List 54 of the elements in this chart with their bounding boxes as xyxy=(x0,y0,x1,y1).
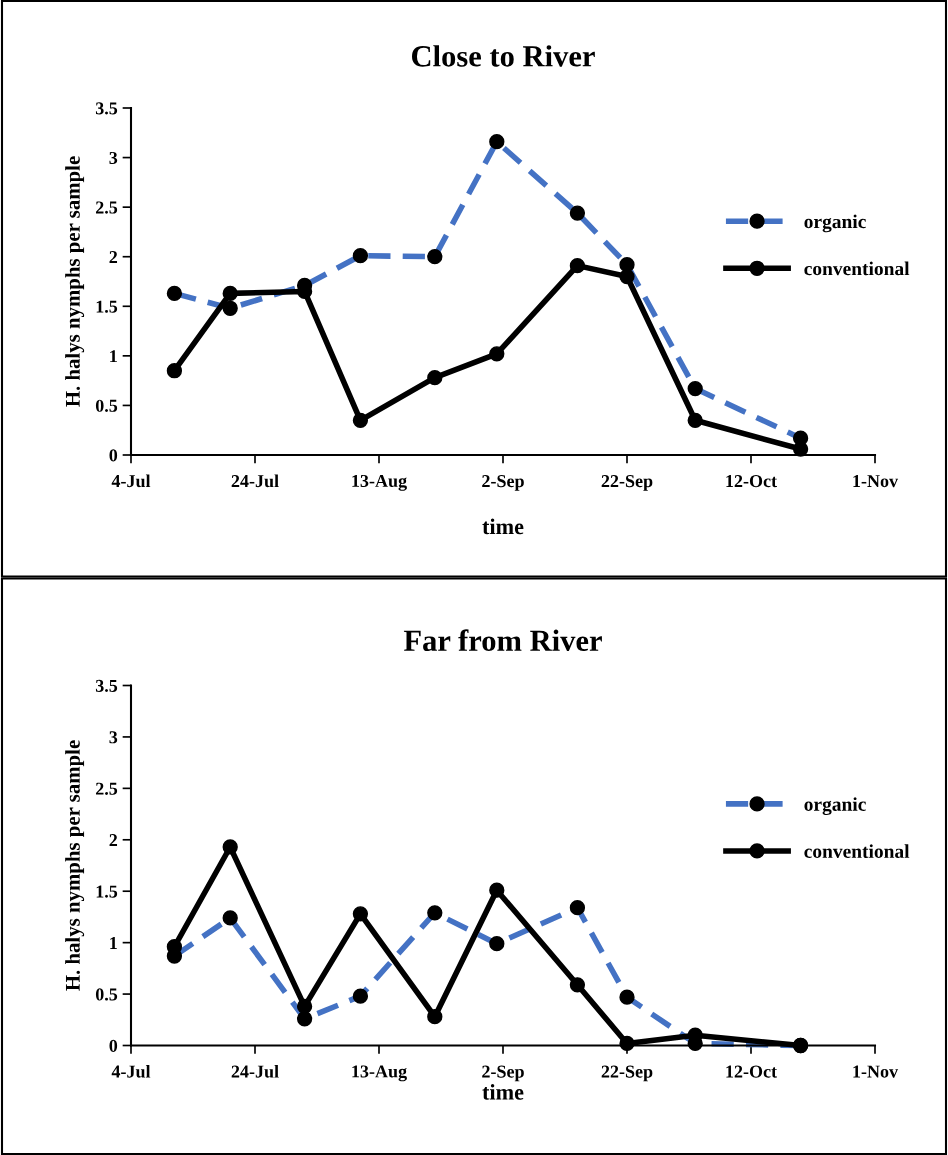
x-tick-label: 2-Sep xyxy=(482,475,524,491)
chart-title: Close to River xyxy=(412,45,595,67)
y-tick-label: 3 xyxy=(109,731,118,744)
x-axis-title: time xyxy=(482,1084,524,1100)
x-axis-title: time xyxy=(482,518,524,535)
x-tick-label: 12-Oct xyxy=(726,1065,777,1078)
x-tick-label: 12-Oct xyxy=(726,475,777,488)
y-tick-label: 3.5 xyxy=(95,679,118,693)
point xyxy=(687,412,703,428)
y-tick-label: 1.5 xyxy=(96,300,118,313)
point xyxy=(489,882,505,898)
point xyxy=(166,363,183,379)
y-tick-label: 1 xyxy=(110,936,117,949)
x-tick-label: 13-Aug xyxy=(352,1065,407,1082)
legend-label: conventional xyxy=(804,261,910,276)
legend-label: organic xyxy=(804,214,866,233)
chart-title: Far from River xyxy=(403,629,602,652)
x-tick-label: 22-Sep xyxy=(601,475,653,491)
x-tick-label: 1-Nov xyxy=(853,475,899,488)
legend-label: organic xyxy=(804,797,866,815)
y-tick-label: 3.5 xyxy=(95,102,118,115)
x-tick-label: 1-Nov xyxy=(853,1065,899,1078)
x-tick-label: 24-Jul xyxy=(231,1064,279,1078)
point xyxy=(569,257,586,274)
point xyxy=(569,977,586,993)
y-tick-label: 0.5 xyxy=(95,399,118,412)
y-tick-label: 3 xyxy=(109,151,118,165)
y-axis-title: H. halys nymphs per sample xyxy=(65,740,85,991)
x-tick-label: 2-Sep xyxy=(482,1065,524,1082)
y-tick-label: 2.5 xyxy=(96,201,118,214)
y-tick-label: 1 xyxy=(110,350,117,363)
point xyxy=(222,285,238,302)
point xyxy=(427,1009,443,1025)
y-tick-label: 2 xyxy=(109,251,118,263)
point xyxy=(489,346,505,362)
x-tick-label: 4-Jul xyxy=(111,474,151,488)
x-tick-label: 24-Jul xyxy=(231,474,279,488)
x-tick-label: 4-Jul xyxy=(111,1064,151,1078)
x-tick-label: 22-Sep xyxy=(601,1065,653,1082)
y-tick-label: 0 xyxy=(109,449,118,462)
point xyxy=(427,370,443,386)
x-tick-label: 13-Aug xyxy=(352,474,407,491)
y-tick-label: 2.5 xyxy=(96,782,118,795)
y-tick-label: 1.5 xyxy=(96,885,118,898)
y-tick-label: 0.5 xyxy=(95,988,118,1001)
point xyxy=(222,839,238,855)
point xyxy=(352,412,369,428)
point xyxy=(619,268,635,285)
y-axis-title: H. halys nymphs per sample xyxy=(65,156,85,407)
y-tick-label: 0 xyxy=(109,1039,118,1052)
point xyxy=(352,906,369,922)
y-tick-label: 2 xyxy=(109,834,118,847)
legend-label: conventional xyxy=(804,844,910,858)
point xyxy=(296,998,313,1015)
